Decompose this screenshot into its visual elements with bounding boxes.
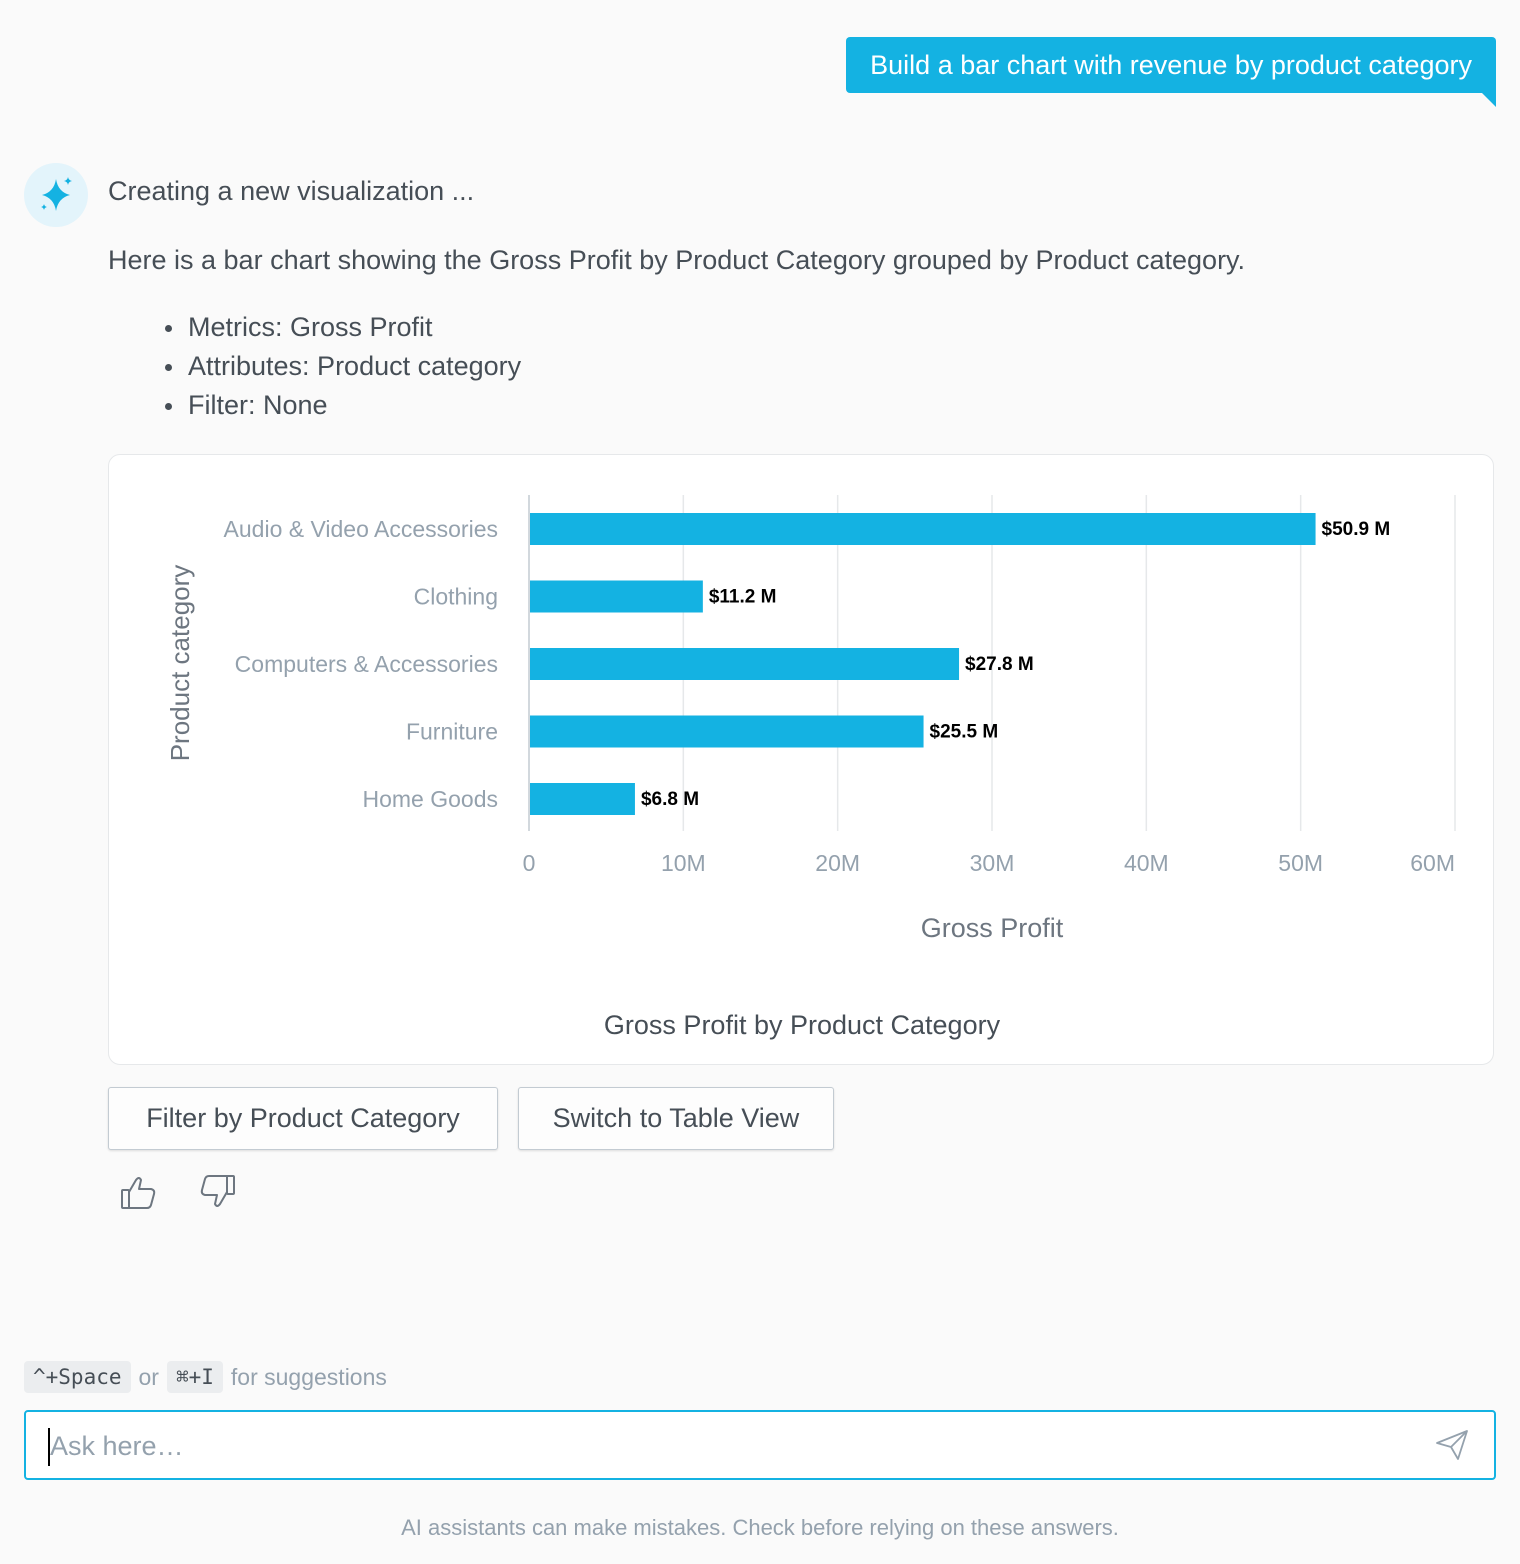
category-label: Clothing (414, 584, 498, 610)
bar[interactable] (530, 715, 924, 748)
hint-separator: or (138, 1363, 159, 1390)
dislike-button[interactable] (194, 1168, 242, 1216)
user-message-bubble-tail (1482, 93, 1496, 107)
like-button[interactable] (114, 1168, 162, 1216)
hint-suffix: for suggestions (230, 1363, 387, 1390)
category-label: Audio & Video Accessories (224, 516, 498, 542)
ask-input-container (24, 1410, 1496, 1480)
details-list: Metrics: Gross Profit Attributes: Produc… (164, 308, 521, 425)
assistant-intro: Here is a bar chart showing the Gross Pr… (108, 245, 1246, 275)
bars (530, 513, 1316, 815)
category-label: Computers & Accessories (235, 651, 498, 677)
data-labels: $50.9 M $11.2 M $27.8 M $25.5 M $6.8 M (641, 519, 1390, 810)
thumbs-down-icon (200, 1175, 235, 1207)
text-cursor (48, 1428, 50, 1466)
x-tick-label: 30M (970, 850, 1015, 876)
x-tick-label: 40M (1124, 850, 1169, 876)
x-tick-labels: 0 10M 20M 30M 40M 50M 60M (523, 850, 1455, 876)
filter-by-category-button[interactable]: Filter by Product Category (108, 1087, 498, 1150)
bar[interactable] (530, 783, 635, 815)
category-label: Home Goods (362, 786, 498, 812)
chart-card: $50.9 M $11.2 M $27.8 M $25.5 M $6.8 M Audio… (108, 454, 1494, 1065)
data-label: $11.2 M (709, 587, 777, 608)
bar-chart: $50.9 M $11.2 M $27.8 M $25.5 M $6.8 M Audio… (165, 495, 1456, 1040)
data-label: $6.8 M (641, 789, 699, 810)
category-labels: Audio & Video Accessories Clothing Compute… (224, 516, 498, 812)
x-tick-label: 10M (661, 850, 706, 876)
shortcut-cmd-i: ⌘+I (166, 1361, 223, 1393)
assistant-avatar (24, 163, 88, 227)
switch-to-table-button[interactable]: Switch to Table View (518, 1087, 834, 1150)
category-label: Furniture (406, 719, 498, 745)
y-axis-title: Product category (165, 565, 195, 762)
disclaimer: AI assistants can make mistakes. Check b… (401, 1515, 1119, 1540)
sparkle-icon (41, 177, 72, 211)
data-label: $25.5 M (930, 722, 999, 743)
thumbs-up-icon (121, 1177, 156, 1209)
x-tick-label: 50M (1278, 850, 1323, 876)
detail-attributes: Attributes: Product category (164, 347, 521, 386)
detail-metrics: Metrics: Gross Profit (164, 308, 521, 347)
x-tick-label: 60M (1410, 850, 1455, 876)
x-axis-title: Gross Profit (921, 913, 1064, 943)
data-label: $50.9 M (1322, 519, 1391, 540)
assistant-status: Creating a new visualization ... (108, 176, 475, 206)
bar[interactable] (530, 648, 960, 680)
data-label: $27.8 M (965, 654, 1034, 675)
chart-title: Gross Profit by Product Category (604, 1010, 1001, 1040)
shortcut-ctrl-space: ^+Space (24, 1361, 131, 1393)
suggestions-hint: ^+Space or ⌘+I for suggestions (24, 1361, 395, 1393)
x-tick-label: 0 (523, 850, 536, 876)
user-message-bubble: Build a bar chart with revenue by produc… (846, 37, 1496, 93)
send-button[interactable] (1432, 1426, 1472, 1466)
bar[interactable] (530, 580, 703, 613)
send-icon (1436, 1429, 1468, 1460)
bar[interactable] (530, 513, 1316, 545)
x-tick-label: 20M (815, 850, 860, 876)
detail-filter: Filter: None (164, 386, 521, 425)
ask-input[interactable] (50, 1422, 1410, 1470)
